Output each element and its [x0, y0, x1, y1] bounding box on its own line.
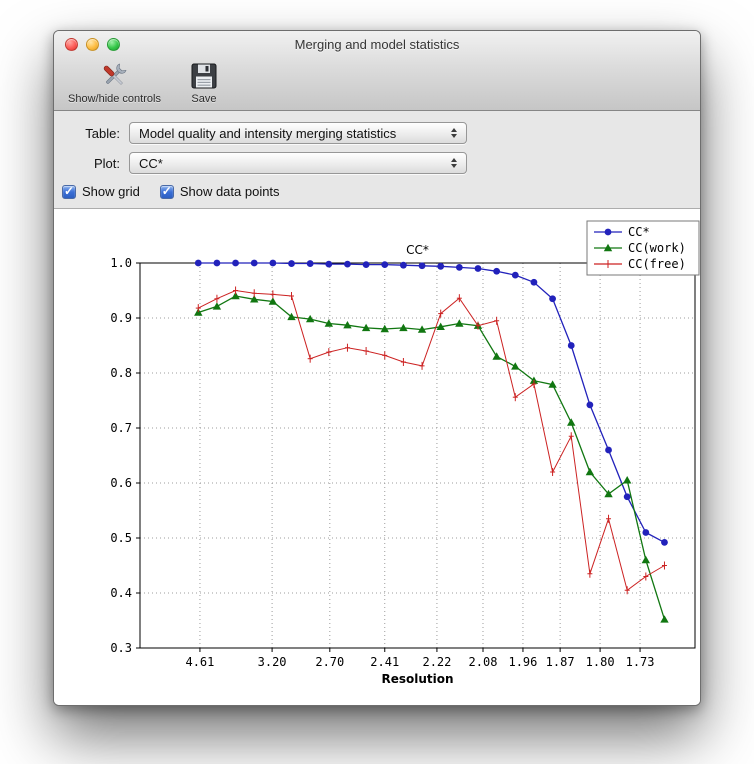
save-label: Save	[191, 93, 217, 105]
checkbox-row: Show grid Show data points	[62, 184, 686, 199]
svg-text:Resolution: Resolution	[381, 672, 453, 686]
popup-arrows-icon	[445, 158, 462, 168]
svg-text:CC(work): CC(work)	[628, 241, 686, 255]
show-grid-checkbox[interactable]	[62, 184, 76, 199]
app-window: Merging and model statistics	[53, 30, 701, 706]
svg-text:0.6: 0.6	[110, 476, 132, 490]
controls-panel: Table: Model quality and intensity mergi…	[54, 111, 700, 209]
svg-text:1.0: 1.0	[110, 256, 132, 270]
svg-text:2.41: 2.41	[370, 655, 399, 669]
plot-label: Plot:	[93, 155, 120, 171]
svg-text:0.8: 0.8	[110, 366, 132, 380]
svg-text:0.5: 0.5	[110, 531, 132, 545]
svg-text:1.87: 1.87	[546, 655, 575, 669]
svg-text:CC*: CC*	[628, 225, 650, 239]
save-button[interactable]: Save	[191, 60, 217, 105]
title-bar: Merging and model statistics	[54, 31, 700, 58]
show-hide-controls-label: Show/hide controls	[68, 93, 161, 105]
svg-text:2.22: 2.22	[422, 655, 451, 669]
show-grid-label: Show grid	[82, 184, 140, 199]
show-data-points-label: Show data points	[179, 184, 280, 199]
svg-text:CC(free): CC(free)	[628, 257, 686, 271]
popup-arrows-icon	[445, 128, 462, 138]
close-button[interactable]	[65, 38, 78, 51]
show-hide-controls-button[interactable]: Show/hide controls	[68, 60, 161, 105]
svg-text:1.73: 1.73	[626, 655, 655, 669]
traffic-lights	[65, 38, 120, 51]
plot-row: Plot: CC*	[68, 152, 686, 174]
tools-icon	[98, 60, 130, 92]
svg-text:0.9: 0.9	[110, 311, 132, 325]
show-data-points-checkbox[interactable]	[159, 184, 174, 199]
svg-text:1.96: 1.96	[508, 655, 537, 669]
chart-svg: 1.0 0.9 0.8 0.7 0.6 0.5 0.4 0.3 4.61 3.20 2.70 2.41…	[54, 211, 700, 695]
save-icon	[191, 60, 217, 92]
svg-text:0.7: 0.7	[110, 421, 132, 435]
svg-text:0.4: 0.4	[110, 586, 132, 600]
svg-text:0.3: 0.3	[110, 641, 132, 655]
toolbar: Show/hide controls	[54, 58, 700, 110]
plot-area: 1.0 0.9 0.8 0.7 0.6 0.5 0.4 0.3 4.61 3.20 2.70 2.41…	[54, 209, 700, 705]
svg-text:2.08: 2.08	[469, 655, 498, 669]
plot-select[interactable]: CC*	[129, 152, 467, 174]
svg-text:3.20: 3.20	[258, 655, 287, 669]
table-select[interactable]: Model quality and intensity merging stat…	[129, 122, 467, 144]
show-data-points-option: Show data points	[159, 184, 280, 199]
svg-text:2.70: 2.70	[315, 655, 344, 669]
table-row: Table: Model quality and intensity mergi…	[68, 122, 686, 144]
svg-text:4.61: 4.61	[185, 655, 214, 669]
svg-text:1.80: 1.80	[586, 655, 615, 669]
window-header: Merging and model statistics	[54, 31, 700, 111]
plot-select-value: CC*	[139, 155, 163, 171]
window-title: Merging and model statistics	[294, 37, 460, 52]
table-label: Table:	[85, 125, 120, 141]
show-grid-option: Show grid	[62, 184, 140, 199]
zoom-button[interactable]	[107, 38, 120, 51]
minimize-button[interactable]	[86, 38, 99, 51]
svg-text:CC*: CC*	[406, 243, 429, 257]
table-select-value: Model quality and intensity merging stat…	[139, 125, 397, 141]
